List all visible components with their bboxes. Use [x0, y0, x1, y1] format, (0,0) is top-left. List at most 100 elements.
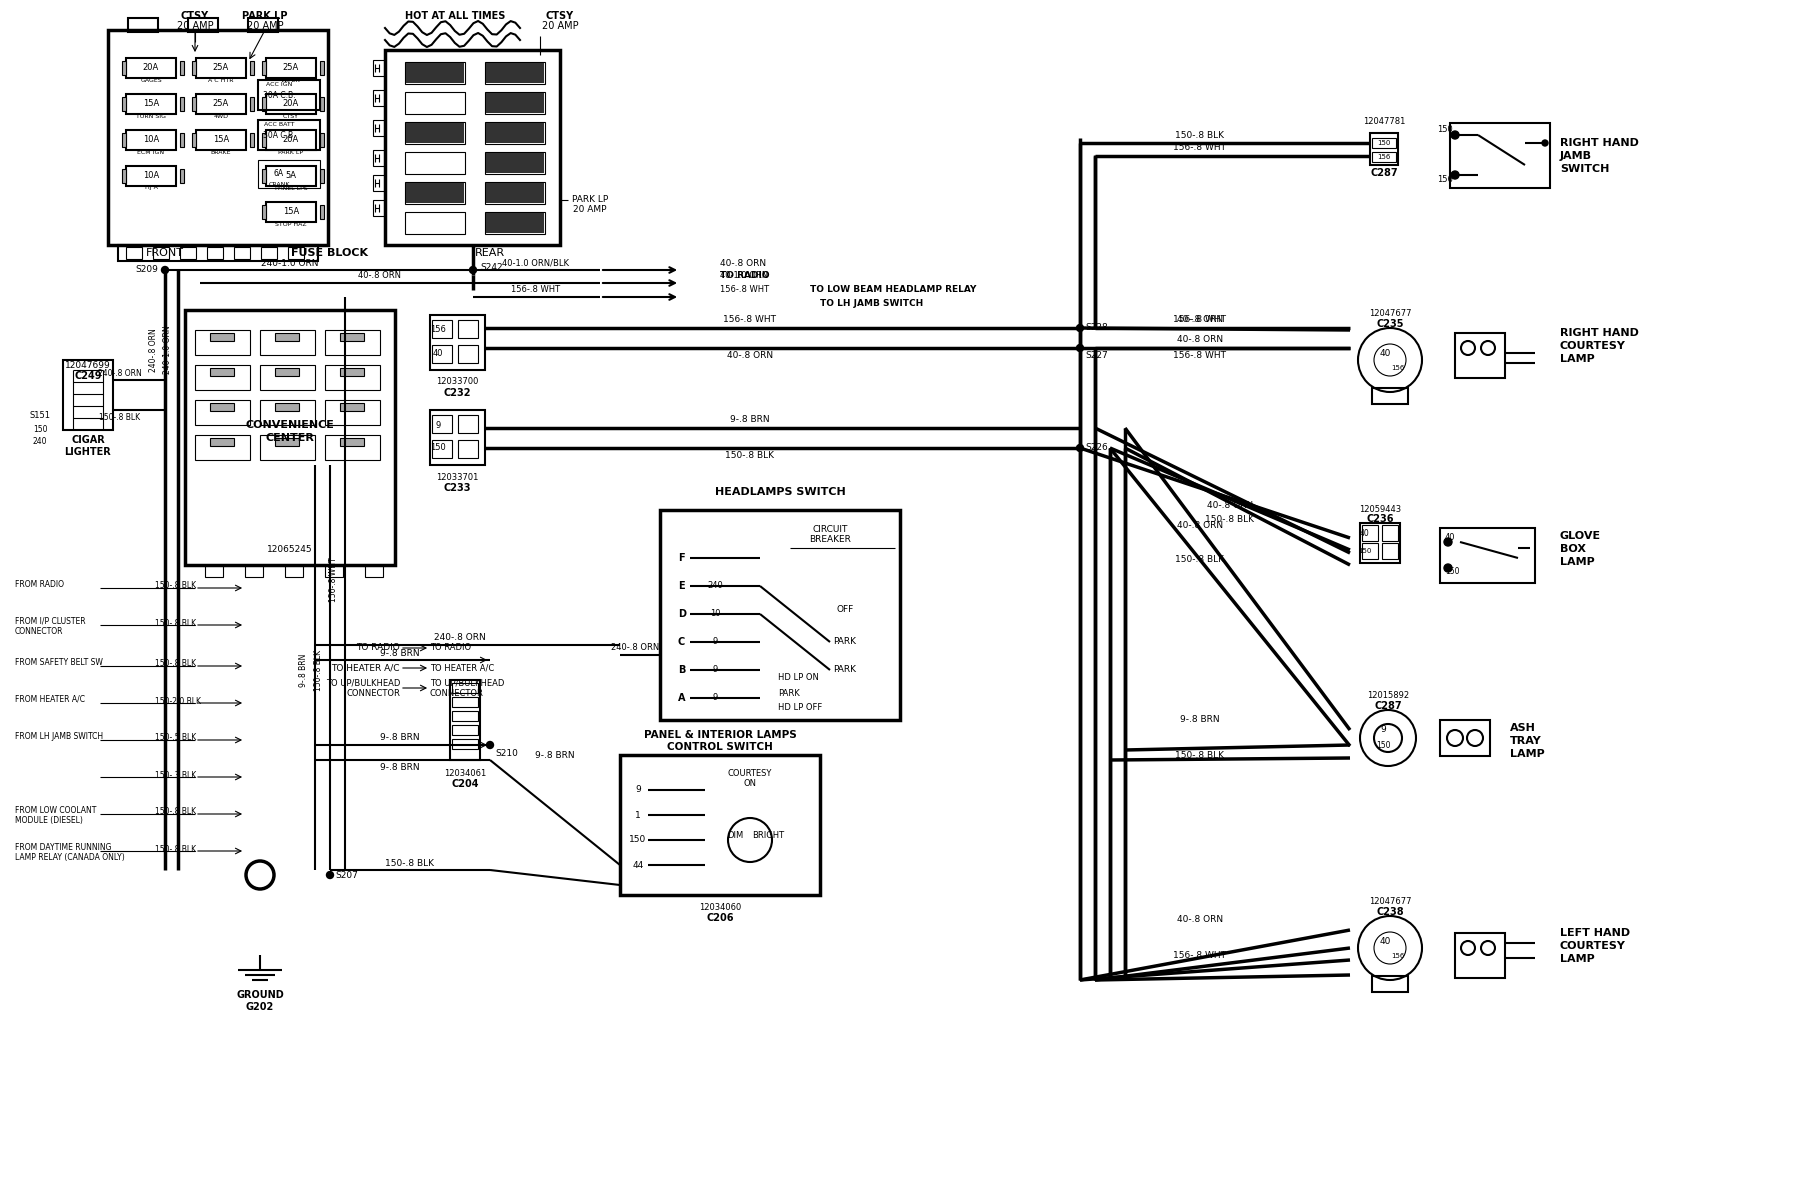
Bar	[63, 360, 112, 430]
Text: 6A: 6A	[275, 169, 284, 179]
Text: C206: C206	[707, 913, 734, 923]
Bar	[365, 565, 383, 577]
Text: 9-.8 BRN: 9-.8 BRN	[379, 762, 419, 772]
Text: 156-.8 WHT: 156-.8 WHT	[723, 316, 775, 324]
Text: CONVENIENCE: CONVENIENCE	[246, 420, 334, 430]
Text: FRONT: FRONT	[146, 248, 184, 258]
Bar	[325, 365, 379, 390]
Text: PANEL & INTERIOR LAMPS: PANEL & INTERIOR LAMPS	[643, 730, 795, 740]
Text: 40-.8 ORN: 40-.8 ORN	[726, 352, 773, 360]
Bar	[660, 510, 900, 720]
Text: BRAKE: BRAKE	[211, 150, 231, 155]
Text: 150-.8 BLK: 150-.8 BLK	[155, 582, 195, 590]
Text: 150-2.0 BLK: 150-2.0 BLK	[155, 696, 201, 706]
Bar	[1455, 934, 1503, 978]
Text: A C HTR: A C HTR	[208, 78, 233, 83]
Text: 12047699: 12047699	[65, 360, 110, 370]
Text: 40-.8 ORN: 40-.8 ORN	[1176, 916, 1222, 924]
Bar	[260, 434, 314, 460]
Text: C287: C287	[1373, 701, 1400, 710]
Bar	[484, 152, 544, 174]
Text: HJ A: HJ A	[145, 186, 157, 191]
Bar	[195, 365, 249, 390]
Text: 40-.8 ORN: 40-.8 ORN	[1176, 316, 1222, 324]
Text: 12047677: 12047677	[1368, 898, 1411, 906]
Bar	[320, 205, 323, 218]
Bar	[457, 346, 477, 362]
Bar	[126, 247, 143, 259]
Text: 20A: 20A	[282, 136, 298, 144]
Text: 150: 150	[1437, 126, 1453, 134]
Text: 20 AMP: 20 AMP	[246, 20, 284, 31]
Text: 10A: 10A	[143, 136, 159, 144]
Text: 156: 156	[1377, 154, 1390, 160]
Bar	[372, 90, 385, 106]
Bar	[249, 133, 253, 146]
Bar	[405, 182, 464, 204]
Bar	[325, 330, 379, 355]
Text: TO RADIO: TO RADIO	[430, 643, 472, 653]
Bar	[195, 58, 246, 78]
Text: BOX: BOX	[1559, 544, 1585, 554]
Text: 40-1.0 ORN: 40-1.0 ORN	[719, 271, 768, 281]
Bar	[258, 80, 320, 110]
Text: LAMP: LAMP	[1559, 354, 1594, 364]
Bar	[128, 18, 157, 32]
Text: 240-.8 ORN: 240-.8 ORN	[148, 328, 157, 372]
Text: 240-.8 ORN: 240-.8 ORN	[611, 642, 660, 652]
Bar	[1372, 152, 1395, 162]
Bar	[266, 202, 316, 222]
Text: 40: 40	[1379, 349, 1390, 359]
Bar	[275, 403, 298, 410]
Bar	[405, 122, 464, 144]
Bar	[246, 565, 262, 577]
Bar	[325, 434, 379, 460]
Bar	[405, 152, 464, 174]
Text: PARK LP: PARK LP	[571, 196, 607, 204]
Text: JAMB: JAMB	[1559, 151, 1592, 161]
Text: 150-.8 BLK: 150-.8 BLK	[1175, 556, 1223, 564]
Text: 15A: 15A	[213, 136, 229, 144]
Bar	[452, 710, 477, 721]
Text: BREAKER: BREAKER	[808, 535, 851, 545]
Bar	[275, 332, 298, 341]
Text: TO RADIO: TO RADIO	[719, 271, 770, 281]
Bar	[484, 62, 544, 84]
Bar	[260, 365, 314, 390]
Text: G202: G202	[246, 1002, 275, 1012]
Bar	[1359, 523, 1399, 563]
Text: PARK LP: PARK LP	[278, 150, 304, 155]
Bar	[486, 182, 544, 203]
Text: 150-.8 BLK: 150-.8 BLK	[99, 413, 141, 421]
Bar	[204, 565, 222, 577]
Text: ASH: ASH	[1509, 722, 1534, 733]
Text: 12034060: 12034060	[699, 902, 741, 912]
Text: 9-.8 BRN: 9-.8 BRN	[535, 750, 575, 760]
Bar	[117, 245, 318, 260]
Text: RIGHT HAND: RIGHT HAND	[1559, 328, 1637, 338]
Text: 9: 9	[712, 694, 717, 702]
Bar	[452, 697, 477, 707]
Text: FUSE BLOCK: FUSE BLOCK	[291, 248, 369, 258]
Bar	[1361, 526, 1377, 541]
Bar	[266, 130, 316, 150]
Text: 12034061: 12034061	[445, 768, 486, 778]
Text: 150-.5 BLK: 150-.5 BLK	[155, 733, 197, 743]
Text: 20A: 20A	[143, 64, 159, 72]
Text: 150: 150	[430, 444, 446, 452]
Text: CIRCUIT: CIRCUIT	[811, 526, 847, 534]
Text: 150-.8 BLK: 150-.8 BLK	[1205, 516, 1254, 524]
Text: 9: 9	[1379, 726, 1386, 734]
Text: PANEL LPS: PANEL LPS	[275, 186, 307, 191]
Text: ON: ON	[743, 779, 755, 787]
Text: 30A C.B.: 30A C.B.	[262, 90, 295, 100]
Bar	[262, 205, 266, 218]
Bar	[320, 133, 323, 146]
Bar	[320, 169, 323, 182]
Text: 150-.3 BLK: 150-.3 BLK	[155, 770, 197, 780]
Circle shape	[1451, 131, 1458, 139]
Text: GROUND: GROUND	[237, 990, 284, 1000]
Circle shape	[1075, 344, 1082, 352]
Bar	[233, 247, 249, 259]
Text: 44: 44	[632, 860, 643, 870]
